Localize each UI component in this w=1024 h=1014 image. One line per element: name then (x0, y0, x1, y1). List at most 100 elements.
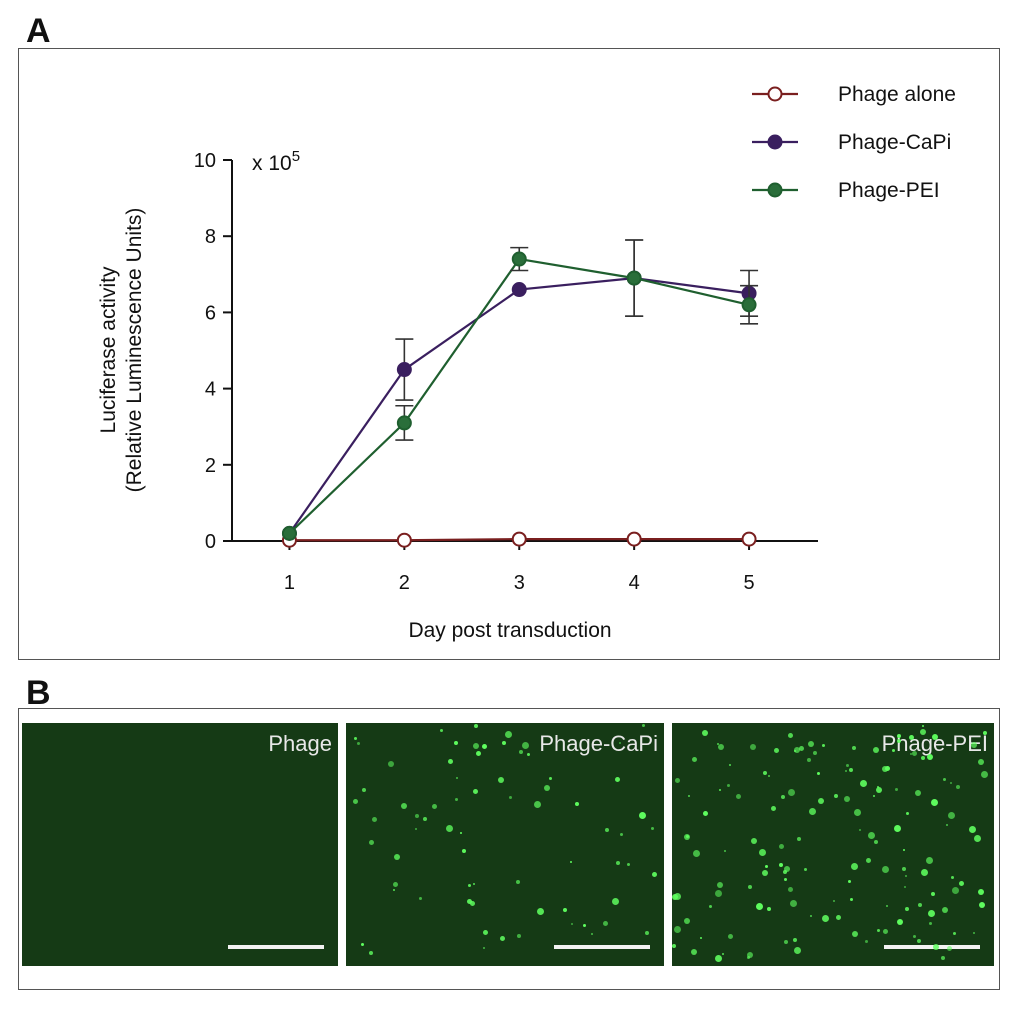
legend-item: Phage alone (752, 83, 956, 106)
fluorescent-cell (874, 840, 878, 844)
fluorescent-cell (885, 766, 890, 771)
x-tick-label: 1 (284, 572, 295, 594)
fluorescent-cell (817, 772, 820, 775)
fluorescent-cell (756, 903, 763, 910)
fluorescent-cell (652, 872, 657, 877)
fluorescent-cell (886, 905, 888, 907)
fluorescent-cell (482, 744, 487, 749)
fluorescent-cell (904, 886, 906, 888)
fluorescent-cell (850, 898, 853, 901)
fluorescent-cell (544, 785, 550, 791)
fluorescent-cell (455, 798, 458, 801)
fluorescent-cell (473, 883, 475, 885)
fluorescent-cell (952, 887, 959, 894)
fluorescent-cell (527, 753, 530, 756)
fluorescent-cell (929, 922, 932, 925)
fluorescent-cell (846, 764, 849, 767)
scale-bar (884, 945, 980, 949)
fluorescent-cell (369, 840, 374, 845)
y-multiplier: x 105 (252, 148, 300, 175)
fluorescent-cell (651, 827, 654, 830)
fluorescent-cell (928, 910, 935, 917)
micrograph-phage-capi: Phage-CaPi (346, 723, 664, 966)
y-tick-label: 2 (205, 455, 216, 477)
fluorescent-cell (807, 758, 811, 762)
fluorescent-cell (715, 955, 722, 962)
fluorescent-cell (813, 751, 817, 755)
fluorescent-cell (534, 801, 541, 808)
fluorescent-cell (971, 742, 977, 748)
fluorescent-cell (910, 753, 912, 755)
fluorescent-cell (591, 933, 593, 935)
fluorescent-cell (836, 915, 841, 920)
fluorescent-cell (440, 729, 443, 732)
legend: Phage alone Phage-CaPi Phage-PEI (752, 83, 956, 202)
fluorescent-cell (978, 889, 984, 895)
fluorescent-cell (476, 751, 481, 756)
legend-label: Phage alone (838, 83, 956, 106)
fluorescent-cell (684, 918, 690, 924)
fluorescent-cell (809, 808, 816, 815)
data-point (281, 525, 297, 541)
fluorescent-cell (788, 887, 793, 892)
fluorescent-cell (645, 931, 649, 935)
panel-b-letter: B (26, 674, 51, 712)
fluorescent-cell (454, 741, 458, 745)
fluorescent-cell (905, 875, 907, 877)
fluorescent-cell (784, 866, 790, 872)
y-axis-label-line2: (Relative Luminescence Units) (123, 208, 146, 493)
y-tick-label: 10 (194, 150, 216, 172)
legend-marker (767, 86, 783, 102)
fluorescent-cell (781, 795, 785, 799)
fluorescent-cell (774, 748, 779, 753)
series-phage-pei (281, 239, 759, 541)
fluorescent-cell (500, 936, 505, 941)
x-tick-label: 2 (399, 572, 410, 594)
fluorescent-cell (883, 929, 888, 934)
fluorescent-cell (575, 802, 579, 806)
fluorescent-cell (844, 796, 850, 802)
fluorescent-cell (759, 849, 766, 856)
fluorescent-cell (751, 838, 757, 844)
fluorescent-cell (882, 866, 889, 873)
fluorescent-cell (703, 811, 708, 816)
fluorescent-cell (684, 834, 690, 840)
y-axis-ticks: 0 2 4 6 8 10 (194, 150, 232, 553)
fluorescent-cell (877, 786, 879, 788)
fluorescent-cell (927, 754, 933, 760)
fluorescent-cell (765, 865, 768, 868)
chart-axes (231, 160, 818, 542)
fluorescent-cell (674, 926, 681, 933)
fluorescent-cell (470, 901, 475, 906)
scale-bar (228, 945, 324, 949)
fluorescent-cell (854, 809, 861, 816)
fluorescent-cell (845, 770, 847, 772)
fluorescent-cell (362, 788, 366, 792)
fluorescent-cell (902, 867, 906, 871)
fluorescent-cell (948, 812, 955, 819)
fluorescent-cell (822, 915, 829, 922)
fluorescent-cell (519, 750, 523, 754)
fluorescent-cell (834, 794, 838, 798)
fluorescent-cell (570, 861, 572, 863)
fluorescent-cell (894, 825, 901, 832)
fluorescent-cell (873, 795, 875, 797)
series-line (288, 277, 750, 535)
fluorescent-cell (715, 890, 722, 897)
fluorescent-cell (619, 742, 621, 744)
fluorescent-cell (719, 789, 721, 791)
fluorescent-cell (810, 915, 812, 917)
y-tick-label: 8 (205, 226, 216, 248)
fluorescent-cell (620, 833, 623, 836)
legend-item: Phage-PEI (752, 179, 940, 202)
fluorescent-cell (502, 741, 506, 745)
y-tick-label: 4 (205, 379, 216, 401)
fluorescent-cell (860, 780, 867, 787)
legend-marker (767, 182, 783, 198)
fluorescent-cell (767, 907, 771, 911)
fluorescent-cell (921, 756, 925, 760)
data-point (511, 282, 527, 298)
fluorescent-cell (388, 761, 394, 767)
panel-b-frame (18, 708, 1000, 990)
